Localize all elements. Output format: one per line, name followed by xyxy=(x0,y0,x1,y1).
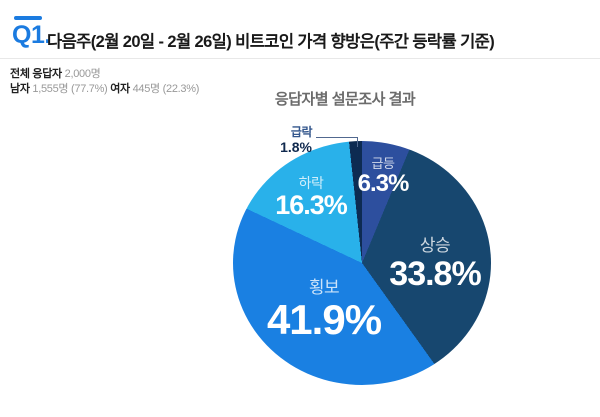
surge-percent-value: 6.3% xyxy=(357,170,410,197)
question-number: Q1. xyxy=(12,21,51,49)
respondent-stats: 전체 응답자 2,000명 남자 1,555명 (77.7%) 여자 445명 … xyxy=(10,67,199,97)
female-label: 여자 xyxy=(110,83,130,95)
pie-callout-plunge: 급락 1.8% xyxy=(232,125,313,156)
header-divider xyxy=(0,58,600,59)
total-respondents-line: 전체 응답자 2,000명 xyxy=(10,67,199,82)
pie-chart xyxy=(233,141,491,385)
chart-title: 응답자별 설문조사 결과 xyxy=(274,91,416,108)
sideways-category-label: 횡보 xyxy=(308,278,340,297)
total-respondents-label: 전체 응답자 xyxy=(10,68,62,80)
female-value: 445명 (22.3%) xyxy=(132,83,200,95)
male-label: 남자 xyxy=(10,83,30,95)
pie-label-surge: 급등 6.3% xyxy=(333,156,433,197)
question-accent-line xyxy=(14,16,42,20)
pie-label-sideways: 횡보 41.9% xyxy=(249,278,399,342)
sideways-percent-value: 41.9% xyxy=(266,296,382,343)
plunge-percent-value: 1.8% xyxy=(280,139,312,155)
rise-percent-value: 33.8% xyxy=(389,255,481,293)
plunge-category-label: 급락 xyxy=(290,125,313,139)
surge-category-label: 급등 xyxy=(371,156,395,171)
rise-category-label: 상승 xyxy=(419,236,451,255)
plunge-leader-line xyxy=(316,137,358,147)
pie-label-fall: 하락 16.3% xyxy=(246,175,376,220)
fall-percent-value: 16.3% xyxy=(275,190,348,220)
question-title: 다음주(2월 20일 - 2월 26일) 비트코인 가격 향방은(주간 등락률 … xyxy=(47,33,495,51)
fall-category-label: 하락 xyxy=(298,175,324,191)
male-value: 1,555명 (77.7%) xyxy=(32,83,108,95)
pie-label-rise: 상승 33.8% xyxy=(360,236,510,292)
total-respondents-value: 2,000명 xyxy=(64,68,101,80)
gender-breakdown-line: 남자 1,555명 (77.7%) 여자 445명 (22.3%) xyxy=(10,82,199,97)
